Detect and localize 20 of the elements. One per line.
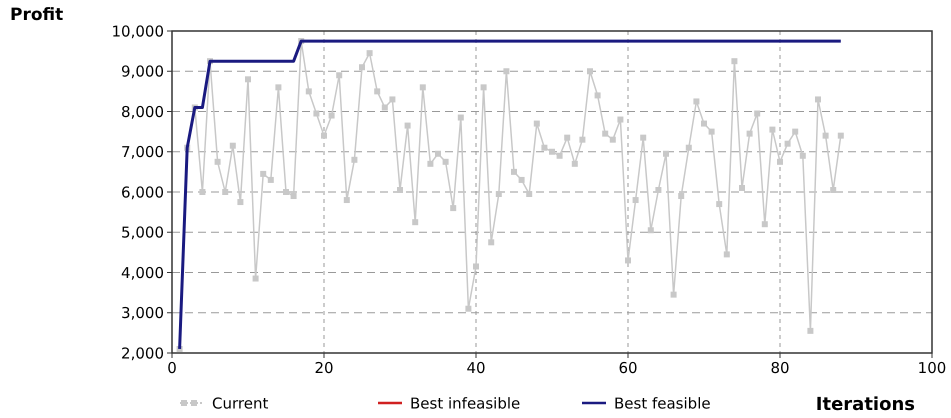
legend-label: Best infeasible (410, 394, 520, 412)
y-axis-title: Profit (10, 5, 64, 25)
y-tick-label: 6,000 (121, 183, 164, 202)
y-tick-label: 3,000 (121, 304, 164, 322)
x-tick-label: 100 (918, 359, 946, 377)
y-tick-label: 10,000 (112, 22, 164, 40)
x-tick-label: 60 (618, 359, 638, 377)
x-tick-label: 40 (466, 359, 486, 377)
x-tick-label: 80 (770, 359, 790, 377)
x-axis-title: Iterations (816, 394, 915, 415)
y-tick-label: 4,000 (121, 264, 164, 282)
y-tick-label: 8,000 (121, 102, 164, 121)
legend-label: Best feasible (614, 394, 711, 412)
legend-label: Current (212, 394, 268, 412)
y-tick-label: 7,000 (121, 143, 164, 161)
y-tick-label: 2,000 (121, 344, 164, 362)
y-tick-label: 5,000 (121, 224, 164, 242)
y-tick-label: 9,000 (121, 62, 164, 80)
x-tick-label: 0 (167, 359, 177, 377)
x-tick-label: 20 (314, 359, 334, 377)
